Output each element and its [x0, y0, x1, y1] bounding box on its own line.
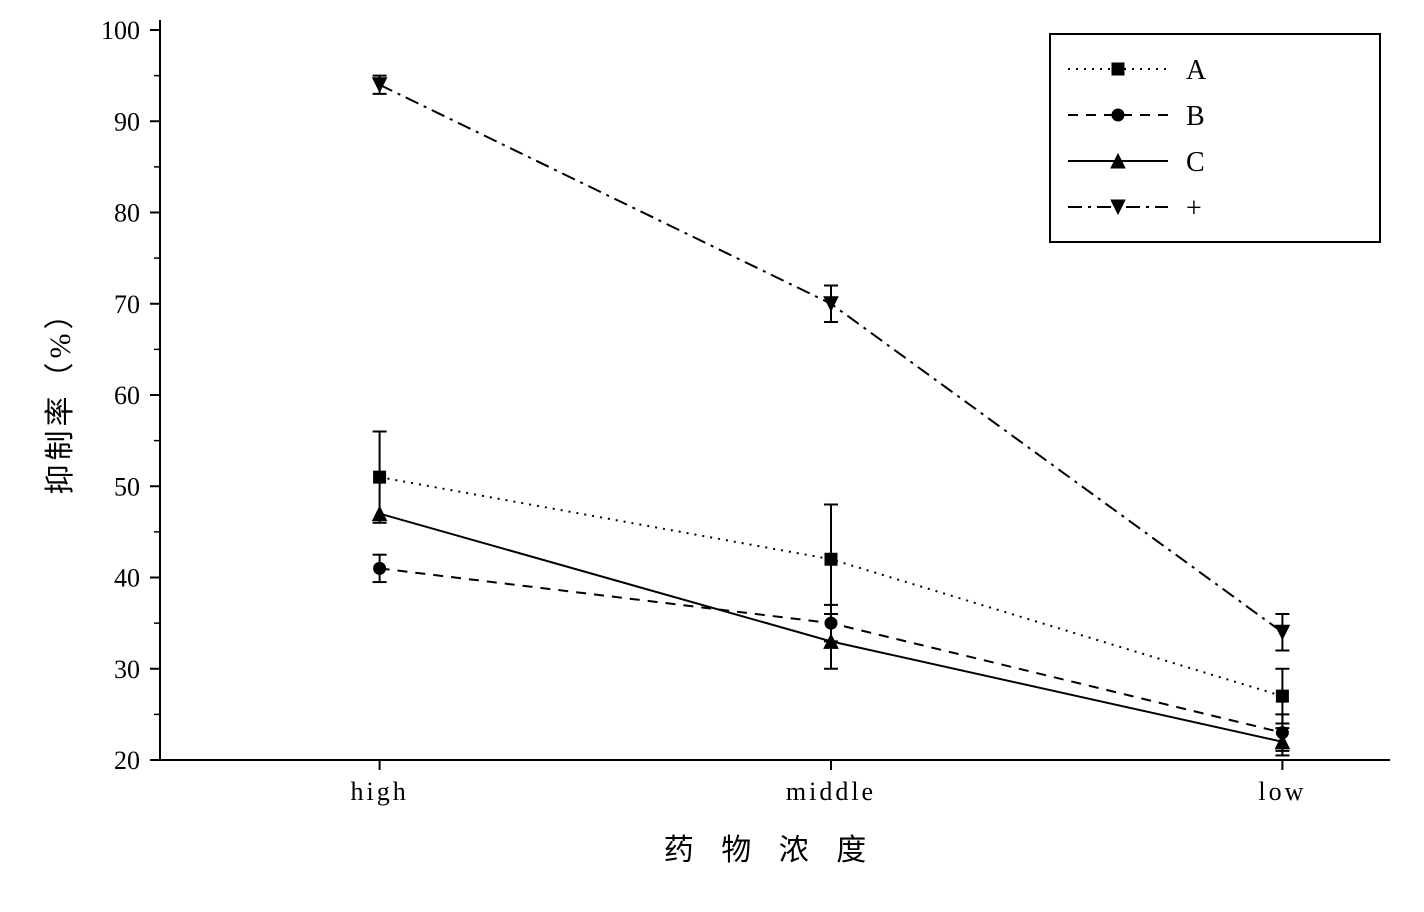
- legend-label: +: [1186, 193, 1202, 224]
- legend-label: A: [1186, 55, 1207, 86]
- y-tick-label: 60: [114, 381, 140, 410]
- y-tick-label: 50: [114, 472, 140, 501]
- chart-container: 20 30 40 50 60 70 80 90 100 high middle low 抑制率（%） 药 …: [0, 0, 1424, 912]
- legend: ABC +: [1050, 34, 1380, 242]
- y-tick-label: 70: [114, 290, 140, 319]
- y-axis-label: 抑制率（%）: [44, 296, 77, 495]
- legend-label: C: [1186, 147, 1205, 178]
- x-tick-label: middle: [786, 777, 876, 806]
- y-tick-label: 80: [114, 199, 140, 228]
- x-axis-label: 药 物 浓 度: [664, 834, 877, 867]
- x-tick-label: low: [1258, 777, 1306, 806]
- line-chart: 20 30 40 50 60 70 80 90 100 high middle low 抑制率（%） 药 …: [0, 0, 1424, 912]
- y-tick-label: 90: [114, 107, 140, 136]
- y-tick-label: 30: [114, 655, 140, 684]
- y-tick-label: 100: [101, 16, 140, 45]
- x-tick-label: high: [350, 777, 408, 806]
- y-tick-label: 20: [114, 746, 140, 775]
- y-tick-label: 40: [114, 564, 140, 593]
- legend-label: B: [1186, 101, 1205, 132]
